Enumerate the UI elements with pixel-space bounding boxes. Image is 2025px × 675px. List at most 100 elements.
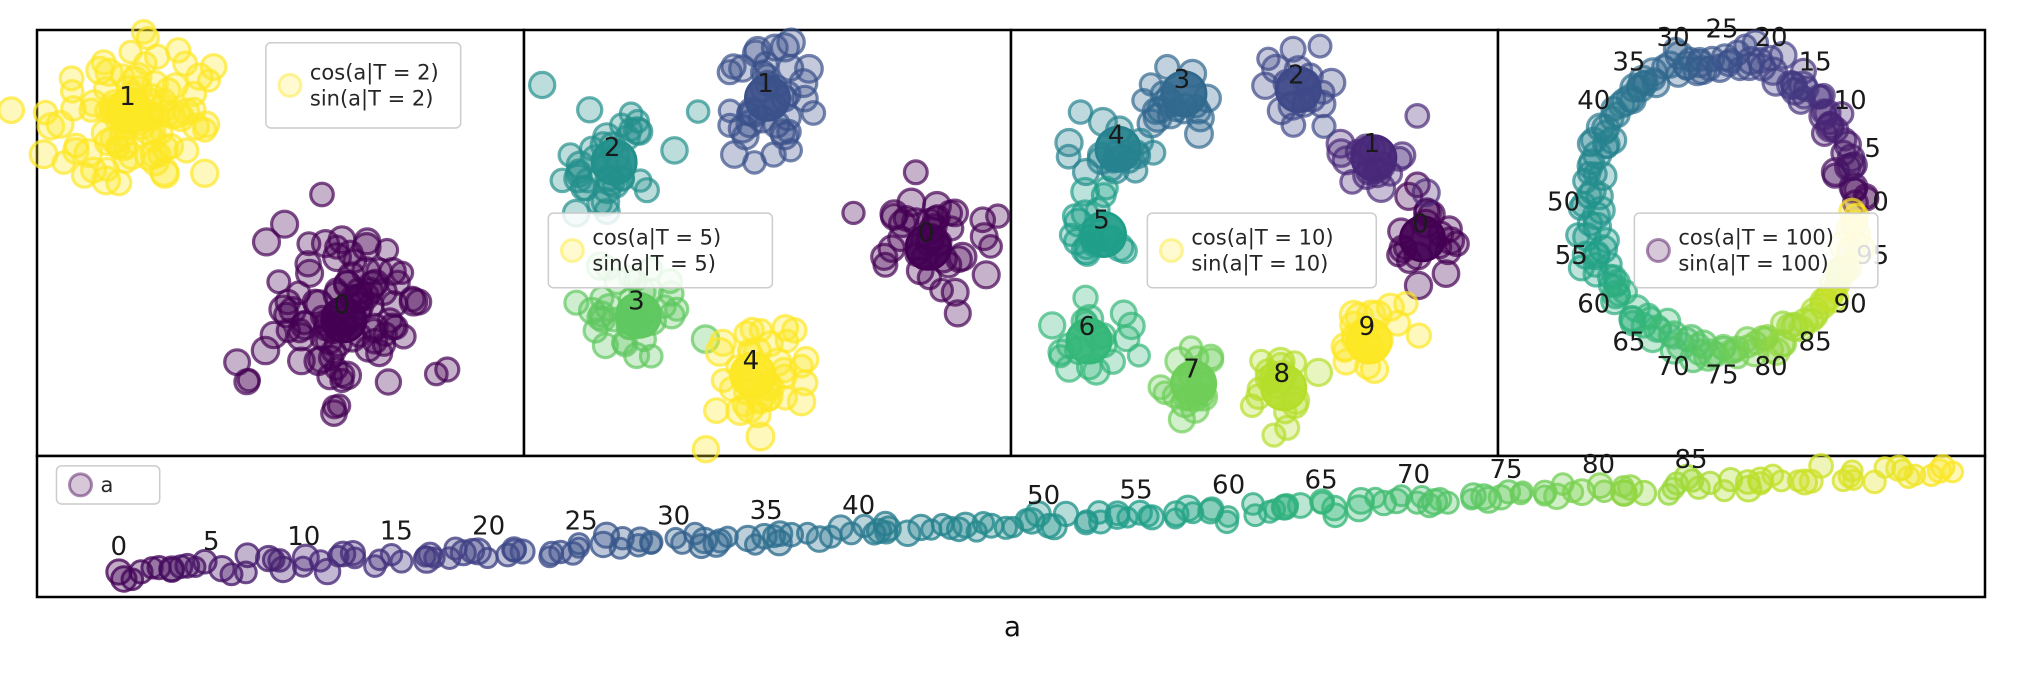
scatter-point [0, 96, 26, 125]
scatter-point [771, 314, 800, 342]
scatter-point [940, 277, 970, 307]
legend-marker [1158, 238, 1184, 263]
cluster-label: 0 [334, 291, 351, 321]
point-label: 70 [1397, 460, 1430, 490]
scatter-point [893, 519, 922, 548]
legend-box [265, 42, 462, 129]
scatter-point [563, 289, 590, 316]
scatter-point [250, 335, 281, 366]
point-label: 50 [1027, 481, 1060, 511]
scatter-point [872, 251, 899, 278]
scatter-point [208, 555, 236, 583]
scatter-point [768, 118, 797, 146]
scatter-point [1279, 35, 1307, 63]
scatter-point [374, 368, 403, 396]
scatter-point [120, 567, 145, 592]
scatter-point [267, 548, 293, 573]
scatter-point [329, 540, 357, 568]
legend-label: sin(a|T = 5) [592, 252, 716, 277]
scatter-point [576, 96, 604, 124]
cluster-marker [614, 291, 662, 339]
scatter-point [36, 112, 66, 141]
scatter-point [745, 421, 776, 452]
scatter-point [707, 528, 733, 554]
cluster-label: 0 [1412, 210, 1429, 240]
cluster-label: 1 [1364, 129, 1381, 159]
legend-label: sin(a|T = 10) [1191, 252, 1328, 277]
scatter-point [251, 227, 282, 257]
scatter-point [85, 55, 115, 86]
scatter-point [1431, 259, 1461, 289]
cluster-marker [1350, 134, 1398, 182]
cluster-label: 6 [1079, 312, 1096, 342]
scatter-point [355, 276, 385, 306]
ring-point-label: 10 [1834, 86, 1867, 116]
scatter-point [791, 84, 819, 113]
scatter-point [140, 147, 170, 177]
scatter-point [748, 318, 774, 343]
markers-labels-layer: 0 1 cos(a|T = 2)sin(a|T = 2) 0 1 2 3 4 cos(a|T =… [55, 15, 1889, 562]
scatter-point [902, 159, 929, 186]
ring-point-label: 70 [1657, 352, 1690, 382]
scatter-point [434, 356, 461, 383]
scatter-point [1249, 348, 1274, 373]
scatter-point [877, 234, 907, 263]
scatter-point [1214, 509, 1240, 535]
scatter-point [1631, 479, 1658, 507]
scatter-point [1040, 513, 1068, 541]
scatter-point [1617, 474, 1644, 501]
scatter-point [1055, 143, 1082, 170]
scatter-point [141, 70, 169, 98]
scatter-point [320, 399, 348, 428]
scatter-point [1303, 357, 1334, 388]
cluster-marker [1260, 364, 1308, 412]
scatter-point [841, 200, 866, 226]
scatter-point [993, 515, 1019, 540]
scatter-point [1384, 309, 1412, 337]
scatter-point [322, 394, 347, 420]
scatter-point [1808, 453, 1834, 479]
scatter-point [1903, 463, 1927, 487]
cluster-marker [1399, 215, 1446, 263]
cluster-label: 8 [1273, 359, 1290, 389]
cluster-label: 1 [757, 69, 774, 99]
panel-border [35, 454, 1987, 599]
point-label: 75 [1489, 455, 1522, 485]
scatter-point [295, 258, 325, 288]
x-axis-label: a [1003, 610, 1022, 643]
scatter-point [234, 542, 261, 569]
scatter-point [1511, 480, 1534, 503]
scatter-point [1403, 270, 1434, 301]
cluster-label: 4 [743, 346, 760, 376]
scatter-point [181, 96, 207, 123]
scatter-point [947, 241, 978, 272]
legend-label: cos(a|T = 2) [310, 60, 439, 85]
ring-point-label: 90 [1834, 289, 1867, 319]
scatter-point [1321, 494, 1348, 522]
scatter-point [1926, 458, 1953, 484]
scatter-point [1178, 335, 1204, 360]
point-label: 60 [1212, 471, 1245, 501]
ring-point-label: 50 [1547, 188, 1580, 218]
legend: cos(a|T = 100)sin(a|T = 100) [1633, 212, 1879, 289]
scatter-point [971, 260, 1001, 290]
scatter-point [189, 158, 220, 188]
scatter-point [978, 233, 1003, 259]
scatter-point [1138, 504, 1166, 531]
ring-point-label: 5 [1864, 134, 1881, 164]
legend-marker [68, 472, 93, 498]
scatter-point [708, 328, 738, 357]
scatter-point [1274, 493, 1300, 518]
scatter-point [184, 555, 207, 579]
scatter-point [943, 299, 972, 328]
scatter-point [463, 537, 492, 566]
cluster-marker [320, 296, 368, 344]
legend-box [547, 212, 774, 289]
legend-marker [1645, 238, 1671, 263]
point-label: 35 [750, 496, 783, 526]
point-label: 5 [203, 527, 220, 557]
cluster-label: 2 [604, 133, 621, 163]
cluster-label: 3 [628, 286, 645, 316]
